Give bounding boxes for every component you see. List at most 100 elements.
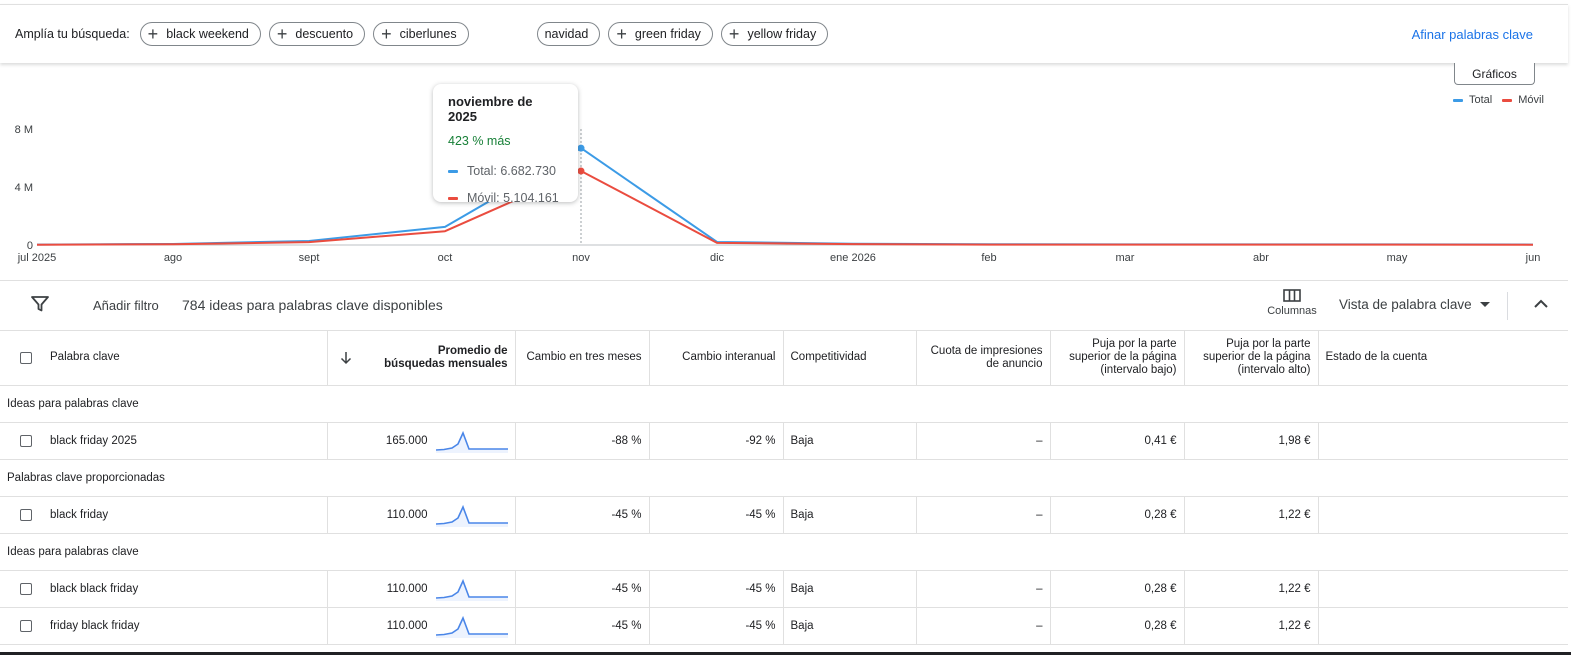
- row-checkbox[interactable]: [20, 434, 32, 447]
- header-bid-low[interactable]: Puja por la parte superior de la página …: [1050, 331, 1185, 386]
- filter-icon[interactable]: [31, 296, 49, 312]
- columns-icon: [1283, 289, 1301, 302]
- cell-three-month: -88 %: [515, 422, 650, 460]
- chip-green-friday[interactable]: + green friday: [608, 22, 713, 46]
- keyword-view-select[interactable]: Vista de palabra clave: [1339, 297, 1490, 312]
- add-filter-button[interactable]: Añadir filtro: [93, 298, 159, 313]
- chip-label: navidad: [544, 27, 589, 41]
- header-three-month[interactable]: Cambio en tres meses: [515, 331, 650, 386]
- section-header-row: Palabras clave proporcionadas: [0, 459, 1568, 497]
- chip-yellow-friday[interactable]: + yellow friday: [720, 22, 829, 46]
- header-account-status[interactable]: Estado de la cuenta: [1318, 331, 1568, 386]
- sort-arrow-down-icon: [340, 352, 351, 365]
- search-volume-chart: 0 4 M 8 M jul 2025 ago sept oct nov dic ene 2026 f…: [0, 63, 1568, 278]
- cell-account-status: [1318, 422, 1568, 460]
- table-toolbar: Añadir filtro 784 ideas para palabras cl…: [0, 280, 1568, 331]
- avg-searches-value: 110.000: [386, 619, 428, 632]
- keyword-text: friday black friday: [50, 619, 140, 632]
- trend-sparkline[interactable]: [435, 429, 508, 453]
- chevron-up-icon[interactable]: [1533, 298, 1549, 310]
- series-line-mobile: [36, 169, 1534, 246]
- tooltip-swatch-total: [448, 169, 458, 173]
- cell-yoy: -92 %: [649, 422, 784, 460]
- row-checkbox[interactable]: [20, 582, 32, 595]
- graphs-button[interactable]: Gráficos: [1454, 63, 1535, 85]
- chip-label: black weekend: [166, 27, 249, 41]
- chip-black-weekend[interactable]: + black weekend: [139, 22, 261, 46]
- legend-swatch-total: [1453, 98, 1463, 102]
- avg-searches-value: 110.000: [386, 582, 428, 595]
- legend-label-mobile: Móvil: [1518, 94, 1544, 106]
- chip-descuento[interactable]: + descuento: [268, 22, 366, 46]
- cell-bid-low: 0,28 €: [1050, 607, 1185, 645]
- chart-legend: Total Móvil: [1453, 94, 1554, 106]
- table-row[interactable]: black friday 2025 165.000 -88 % -92 % Baja –0…: [0, 422, 1568, 460]
- x-tick-label: jun: [1525, 252, 1541, 264]
- columns-label: Columnas: [1267, 305, 1317, 317]
- cell-yoy: -45 %: [649, 496, 784, 534]
- chip-label: yellow friday: [747, 27, 817, 41]
- header-avg-searches[interactable]: Promedio de búsquedas mensuales: [327, 331, 516, 386]
- table-row[interactable]: black friday 110.000 -45 % -45 % Baja –0,28 €…: [0, 496, 1568, 534]
- header-competition[interactable]: Competitividad: [783, 331, 917, 386]
- cell-bid-low: 0,41 €: [1050, 422, 1185, 460]
- plus-icon: +: [276, 24, 288, 44]
- keyword-text: black black friday: [50, 582, 139, 595]
- x-tick-label: may: [1387, 252, 1408, 264]
- header-keyword[interactable]: Palabra clave: [0, 331, 328, 386]
- cell-avg-searches: 110.000: [327, 570, 516, 608]
- section-title: Ideas para palabras clave: [0, 385, 1568, 423]
- broaden-search-bar: Amplía tu búsqueda: + black weekend + desc…: [0, 4, 1568, 63]
- trend-sparkline[interactable]: [435, 503, 508, 527]
- cell-competition: Baja: [783, 422, 917, 460]
- row-checkbox[interactable]: [20, 619, 32, 632]
- cell-bid-high: 1,22 €: [1184, 570, 1319, 608]
- refine-keywords-link[interactable]: Afinar palabras clave: [1411, 27, 1533, 42]
- section-title: Ideas para palabras clave: [0, 533, 1568, 571]
- series-line-total: [36, 147, 1534, 246]
- cell-bid-high: 1,98 €: [1184, 422, 1319, 460]
- cell-keyword: black friday: [0, 496, 328, 534]
- legend-mobile[interactable]: Móvil: [1502, 94, 1544, 106]
- cell-impression-share: –: [916, 496, 1051, 534]
- chip-label: green friday: [634, 27, 701, 41]
- chip-ciberlunes[interactable]: + ciberlunes: [373, 22, 469, 46]
- cell-account-status: [1318, 570, 1568, 608]
- cell-yoy: -45 %: [649, 570, 784, 608]
- toolbar-divider: [1507, 292, 1508, 320]
- cell-competition: Baja: [783, 570, 917, 608]
- tooltip-mobile-row: Móvil: 5.104.161: [448, 191, 563, 205]
- cell-three-month: -45 %: [515, 607, 650, 645]
- header-bid-low-label: Puja por la parte superior de la página …: [1069, 338, 1177, 377]
- cell-keyword: friday black friday: [0, 607, 328, 645]
- table-row[interactable]: black black friday 110.000 -45 % -45 % Baja –…: [0, 570, 1568, 608]
- columns-button[interactable]: Columnas: [1262, 289, 1322, 317]
- x-tick-label: ago: [164, 252, 182, 264]
- table-row[interactable]: friday black friday 110.000 -45 % -45 % Baja…: [0, 607, 1568, 645]
- section-header-row: Ideas para palabras clave: [0, 533, 1568, 571]
- chip-navidad[interactable]: +navidad: [536, 22, 601, 46]
- cell-avg-searches: 110.000: [327, 607, 516, 645]
- plus-icon: +: [728, 24, 740, 44]
- x-tick-label: sept: [299, 252, 320, 264]
- section-header-row: Ideas para palabras clave: [0, 385, 1568, 423]
- header-bid-high[interactable]: Puja por la parte superior de la página …: [1184, 331, 1319, 386]
- cell-yoy: -45 %: [649, 607, 784, 645]
- trend-sparkline[interactable]: [435, 614, 508, 638]
- row-checkbox[interactable]: [20, 508, 32, 521]
- header-impression-share[interactable]: Cuota de impresiones de anuncio: [916, 331, 1051, 386]
- broaden-search-label: Amplía tu búsqueda:: [15, 27, 130, 41]
- legend-swatch-mobile: [1502, 98, 1513, 102]
- cell-competition: Baja: [783, 607, 917, 645]
- select-all-checkbox[interactable]: [20, 351, 32, 364]
- avg-searches-value: 165.000: [385, 434, 428, 447]
- avg-searches-value: 110.000: [386, 508, 428, 521]
- trend-sparkline[interactable]: [435, 577, 508, 601]
- header-yoy[interactable]: Cambio interanual: [649, 331, 784, 386]
- cell-three-month: -45 %: [515, 496, 650, 534]
- legend-total[interactable]: Total: [1453, 94, 1492, 106]
- chip-label: descuento: [295, 27, 354, 41]
- cell-bid-low: 0,28 €: [1050, 496, 1185, 534]
- cell-impression-share: –: [916, 422, 1051, 460]
- x-tick-label: abr: [1253, 252, 1269, 264]
